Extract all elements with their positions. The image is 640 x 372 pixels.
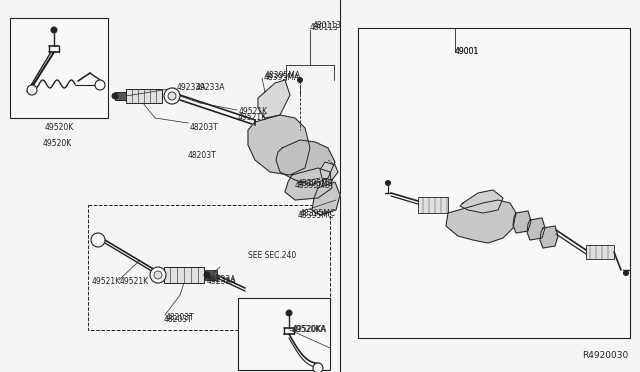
Text: 48395MA: 48395MA — [265, 71, 301, 80]
Text: 49001: 49001 — [455, 48, 479, 57]
Polygon shape — [540, 226, 558, 248]
Polygon shape — [276, 140, 335, 185]
Text: 48203T: 48203T — [188, 151, 217, 160]
Text: 49521K: 49521K — [92, 278, 121, 286]
Text: 49520K: 49520K — [44, 124, 74, 132]
Circle shape — [150, 267, 166, 283]
Text: 480113: 480113 — [310, 23, 339, 32]
Text: 49521K: 49521K — [238, 113, 267, 122]
Text: R4920030: R4920030 — [582, 351, 628, 360]
Circle shape — [286, 310, 292, 316]
Circle shape — [91, 233, 105, 247]
Bar — [586, 245, 614, 259]
Polygon shape — [285, 168, 332, 200]
Circle shape — [623, 270, 628, 276]
Circle shape — [27, 85, 37, 95]
Bar — [115, 92, 126, 100]
Polygon shape — [446, 200, 516, 243]
Text: SEE SEC.240: SEE SEC.240 — [248, 250, 296, 260]
Text: 49520K: 49520K — [42, 138, 72, 148]
Text: 48395MB: 48395MB — [298, 179, 334, 187]
Circle shape — [154, 271, 162, 279]
Bar — [126, 89, 162, 103]
Bar — [205, 270, 217, 280]
Text: 49521K: 49521K — [120, 278, 149, 286]
Text: 49233A: 49233A — [177, 83, 207, 92]
Text: 49520KA: 49520KA — [293, 326, 328, 334]
Text: 48395MA: 48395MA — [264, 74, 300, 83]
Text: 49233A: 49233A — [196, 83, 225, 92]
Circle shape — [204, 272, 210, 278]
Text: 48395MB: 48395MB — [295, 180, 331, 189]
Polygon shape — [460, 190, 503, 213]
Polygon shape — [258, 80, 290, 118]
Bar — [418, 197, 448, 213]
Circle shape — [95, 80, 105, 90]
Text: 48203T: 48203T — [164, 315, 193, 324]
Polygon shape — [320, 162, 338, 180]
Circle shape — [168, 92, 176, 100]
Text: 49521K: 49521K — [239, 108, 268, 116]
Polygon shape — [312, 182, 340, 215]
Circle shape — [385, 180, 390, 186]
Circle shape — [112, 93, 118, 99]
Text: 49520KA: 49520KA — [292, 326, 326, 334]
Polygon shape — [513, 211, 531, 233]
Text: 49233A: 49233A — [207, 278, 237, 286]
Circle shape — [313, 363, 323, 372]
Text: 480113: 480113 — [313, 22, 342, 31]
Bar — [10, 18, 108, 118]
Text: 48395MC: 48395MC — [298, 211, 334, 219]
Text: 48395MC: 48395MC — [300, 208, 336, 218]
Bar — [358, 28, 630, 338]
Circle shape — [164, 88, 180, 104]
Bar — [238, 298, 330, 370]
Text: 49001: 49001 — [455, 48, 479, 57]
Bar — [164, 267, 204, 283]
Circle shape — [51, 27, 57, 33]
Text: 48203T: 48203T — [190, 124, 219, 132]
Text: 48203T: 48203T — [166, 314, 195, 323]
Bar — [88, 205, 330, 330]
Text: 49233A: 49233A — [207, 276, 237, 285]
Polygon shape — [248, 115, 310, 175]
Circle shape — [298, 77, 303, 83]
Polygon shape — [527, 218, 545, 240]
